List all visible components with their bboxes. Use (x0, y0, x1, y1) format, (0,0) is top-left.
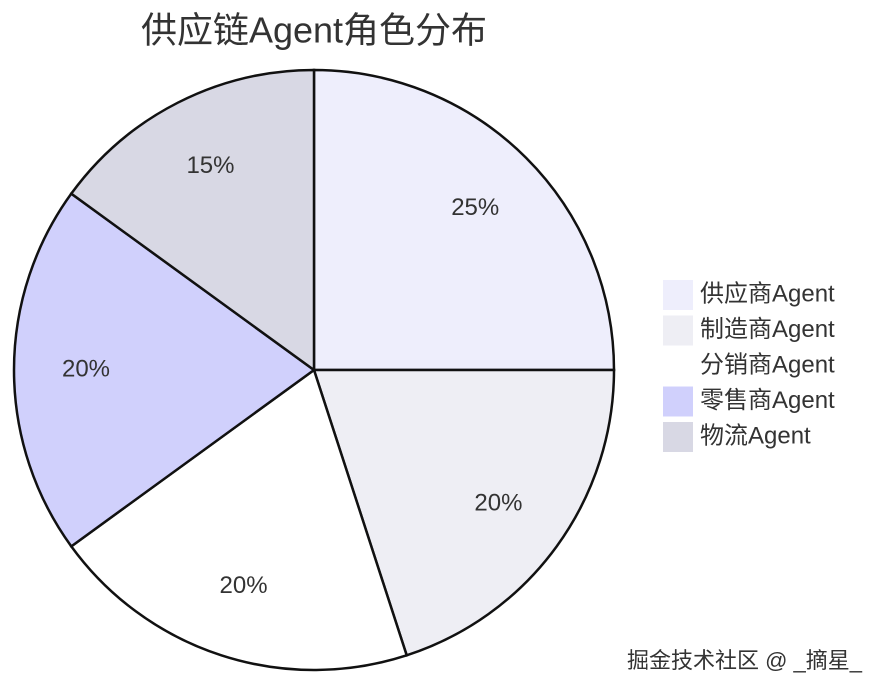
legend-swatch (663, 351, 693, 381)
legend-label: 制造商Agent (700, 316, 835, 343)
chart-title: 供应链Agent角色分布 (141, 10, 487, 51)
pie-slice (69, 367, 409, 672)
legend-swatch (663, 280, 693, 310)
legend-swatch (663, 315, 693, 346)
pie-slice (312, 68, 616, 372)
legend-label: 供应商Agent (700, 280, 835, 307)
pie-slice (12, 191, 317, 549)
watermark: 掘金技术社区 @ _摘星_ (627, 648, 863, 673)
data-label: 20% (474, 489, 522, 516)
legend-label: 物流Agent (700, 422, 811, 449)
legend-label: 分销商Agent (700, 351, 835, 378)
data-label: 15% (186, 152, 234, 179)
legend-label: 零售商Agent (700, 387, 835, 414)
data-label: 25% (451, 194, 499, 221)
pie-slice (69, 68, 316, 373)
pie-slice (312, 368, 616, 657)
legend-swatch (663, 386, 693, 417)
data-label: 20% (220, 572, 268, 599)
data-label: 20% (62, 355, 110, 382)
legend-swatch (663, 422, 693, 452)
